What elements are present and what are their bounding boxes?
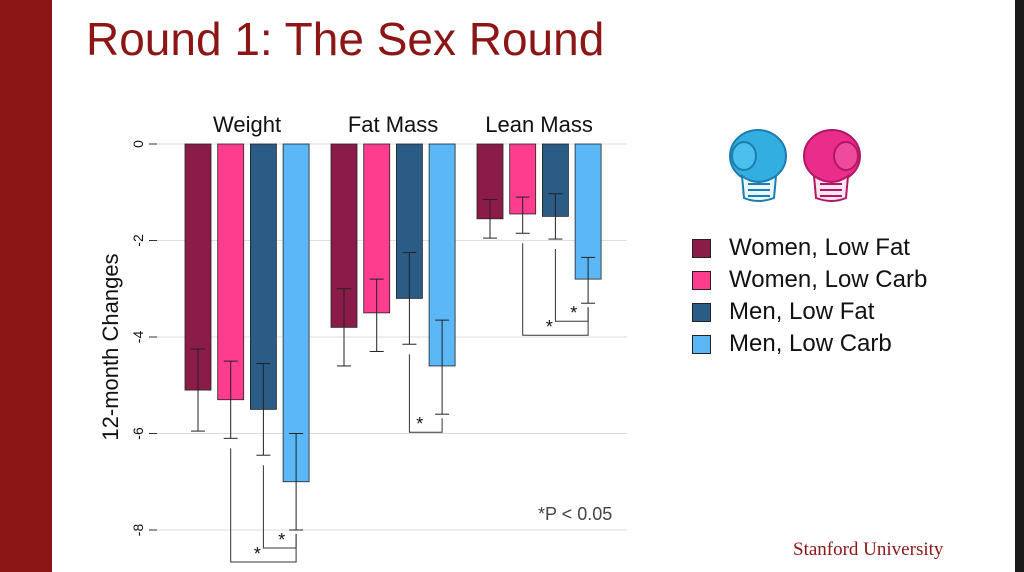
legend-item-women-low-fat: Women, Low Fat [692,232,927,264]
legend-item-men-low-fat: Men, Low Fat [692,296,927,328]
window-edge [1015,0,1024,572]
significance-marker: * [278,530,285,550]
y-axis-label: 12-month Changes [98,253,123,440]
legend-swatch [692,238,711,258]
bar [428,143,456,367]
category-label: Lean Mass [485,112,593,137]
legend-swatch [692,270,711,290]
legend-label: Women, Low Carb [729,266,928,293]
legend-item-women-low-carb: Women, Low Carb [692,264,927,296]
bar [574,143,602,280]
significance-bracket [408,354,443,433]
significance-marker: * [570,303,577,323]
chart-legend: Women, Low Fat Women, Low Carb Men, Low … [692,232,927,360]
significance-bracket [262,465,297,549]
legend-swatch [692,334,711,354]
slide-title: Round 1: The Sex Round [86,13,605,65]
significance-marker: * [416,414,423,434]
significance-note: *P < 0.05 [538,504,613,524]
legend-swatch [692,302,711,322]
stanford-university-wordmark: Stanford University [793,539,944,560]
brand-side-bar [0,0,52,572]
legend-label: Women, Low Fat [729,234,910,261]
y-tick-label: -4 [130,331,146,344]
significance-bracket [554,249,589,322]
legend-item-men-low-carb: Men, Low Carb [692,328,927,360]
blue-boxing-glove-icon [724,126,790,211]
legend-label: Men, Low Carb [729,330,892,357]
legend-label: Men, Low Fat [729,298,875,325]
category-label: Fat Mass [348,112,438,137]
y-tick-label: -2 [130,234,146,247]
pink-boxing-glove-icon [800,126,866,211]
y-tick-label: 0 [130,140,146,148]
category-label: Weight [213,112,281,137]
y-tick-label: -8 [130,524,146,537]
y-tick-label: -6 [130,427,146,440]
significance-marker: * [546,317,553,337]
bar [282,143,310,483]
significance-marker: * [254,544,261,564]
